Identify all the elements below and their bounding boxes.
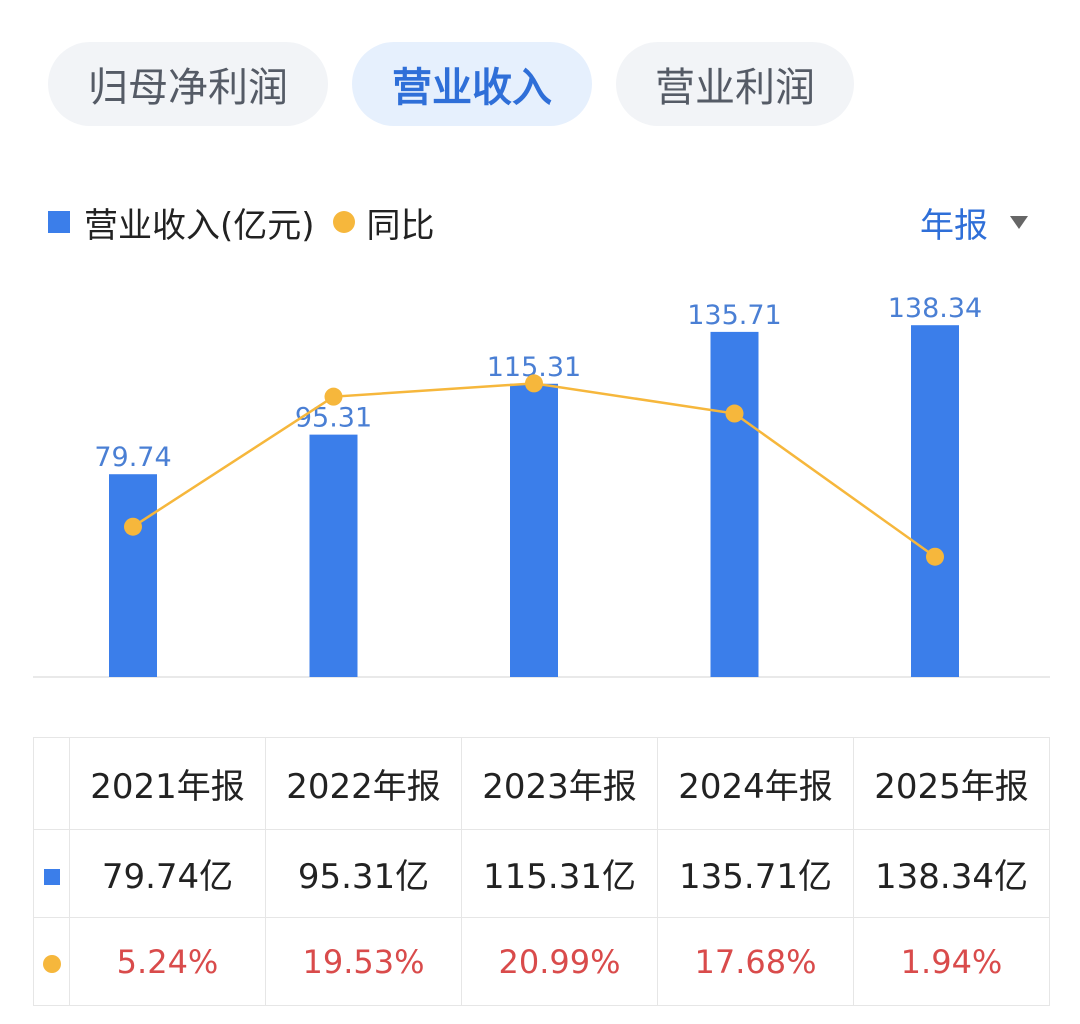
- table-header-cell: 2024年报: [657, 737, 854, 830]
- revenue-bar: [911, 325, 959, 677]
- table-cell-revenue: 115.31亿: [461, 829, 658, 918]
- period-selector[interactable]: 年报: [920, 196, 1028, 248]
- yoy-point: [926, 547, 944, 566]
- revenue-bar: [109, 474, 157, 677]
- yoy-point: [324, 387, 343, 406]
- table-row-revenue: 79.74亿 95.31亿 115.31亿 135.71亿 138.34亿: [33, 829, 1050, 918]
- table-cell-revenue: 135.71亿: [657, 829, 854, 918]
- line-legend-dot-icon: [332, 211, 355, 233]
- table-cell-yoy: 1.94%: [853, 917, 1050, 1006]
- table-cell-yoy: 17.68%: [657, 917, 854, 1006]
- revenue-bar: [710, 331, 759, 677]
- yoy-point: [525, 374, 543, 393]
- table-header-cell: 2021年报: [69, 737, 266, 830]
- tab-operating-profit[interactable]: 营业利润: [616, 42, 854, 126]
- table-header-row: 2021年报 2022年报 2023年报 2024年报 2025年报: [33, 737, 1050, 830]
- bar-value-label: 95.31: [295, 403, 372, 434]
- metric-tabs: 归母净利润 营业收入 营业利润: [48, 42, 854, 126]
- caret-down-icon: [1010, 215, 1028, 229]
- bar-legend-swatch-icon: [48, 211, 70, 233]
- table-cell-revenue: 138.34亿: [853, 829, 1050, 918]
- data-table: 2021年报 2022年报 2023年报 2024年报 2025年报 79.74…: [33, 737, 1050, 1006]
- table-row-yoy: 5.24% 19.53% 20.99% 17.68% 1.94%: [33, 917, 1050, 1006]
- table-cell-yoy: 20.99%: [461, 917, 658, 1006]
- yoy-point: [124, 517, 142, 536]
- period-selector-label: 年报: [920, 205, 988, 246]
- revenue-bar: [510, 383, 558, 677]
- table-cell-yoy: 19.53%: [265, 917, 462, 1006]
- table-header-cell: 2023年报: [461, 737, 658, 830]
- yoy-point: [725, 404, 744, 423]
- dot-icon: [42, 954, 61, 973]
- table-cell-yoy: 5.24%: [69, 917, 266, 1006]
- revenue-row-marker: [33, 829, 70, 918]
- square-icon: [43, 868, 60, 885]
- line-legend-label: 同比: [366, 205, 435, 246]
- table-header-cell: 2022年报: [265, 737, 462, 830]
- yoy-row-marker: [33, 917, 70, 1006]
- table-cell-revenue: 95.31亿: [265, 829, 462, 918]
- table-corner-cell: [33, 737, 70, 830]
- table-cell-revenue: 79.74亿: [69, 829, 266, 918]
- bar-value-label: 138.34: [888, 293, 982, 324]
- tab-operating-revenue[interactable]: 营业收入: [352, 42, 592, 126]
- revenue-bar: [309, 434, 358, 677]
- bar-legend-label: 营业收入(亿元): [84, 205, 315, 246]
- bar-value-label: 135.71: [687, 300, 781, 331]
- chart-legend: 营业收入(亿元) 同比: [48, 196, 435, 248]
- table-header-cell: 2025年报: [853, 737, 1050, 830]
- bar-value-label: 79.74: [94, 442, 171, 473]
- tab-net-profit-attributable[interactable]: 归母净利润: [48, 42, 328, 126]
